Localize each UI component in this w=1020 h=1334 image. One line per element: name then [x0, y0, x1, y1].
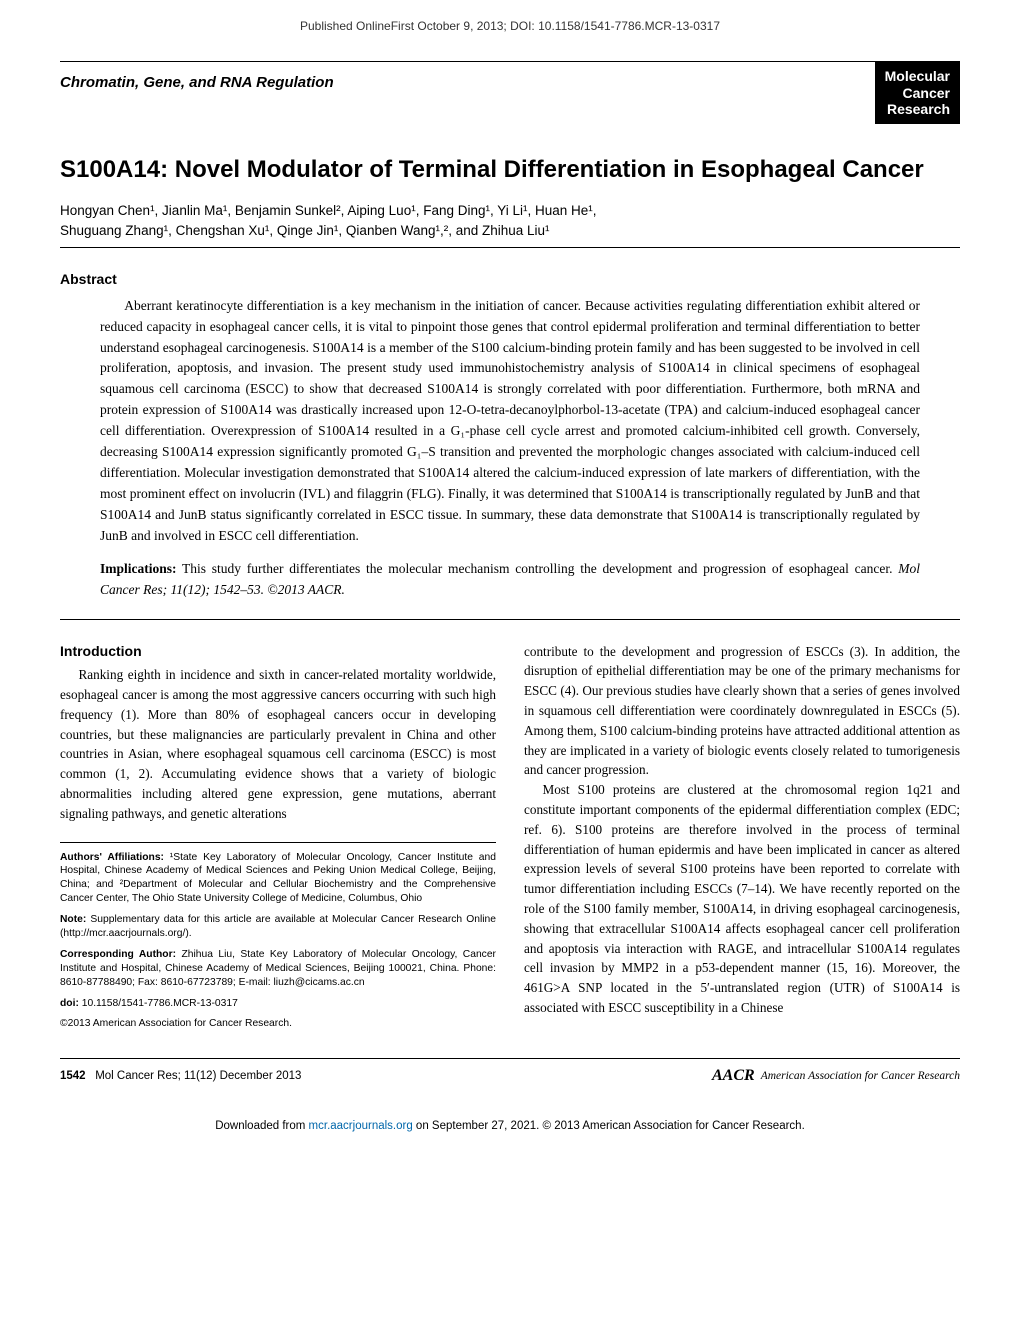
- note-text: Supplementary data for this article are …: [60, 914, 496, 939]
- copyright: ©2013 American Association for Cancer Re…: [60, 1017, 496, 1031]
- two-column-body: Introduction Ranking eighth in incidence…: [60, 642, 960, 1039]
- footer-right: AACR American Association for Cancer Res…: [712, 1065, 960, 1087]
- corresponding-author: Corresponding Author: Zhihua Liu, State …: [60, 948, 496, 990]
- doi-lead: doi:: [60, 998, 79, 1009]
- doi: doi: 10.1158/1541-7786.MCR-13-0317: [60, 997, 496, 1011]
- journal-line3: Research: [885, 101, 950, 118]
- article-title: S100A14: Novel Modulator of Terminal Dif…: [60, 154, 960, 186]
- footer-left: 1542 Mol Cancer Res; 11(12) December 201…: [60, 1068, 301, 1084]
- abstract-section: Abstract Aberrant keratinocyte different…: [60, 270, 960, 601]
- section-label: Chromatin, Gene, and RNA Regulation: [60, 66, 334, 93]
- download-post: on September 27, 2021. © 2013 American A…: [413, 1120, 805, 1132]
- title-block: S100A14: Novel Modulator of Terminal Dif…: [60, 154, 960, 248]
- authors-line1: Hongyan Chen¹, Jianlin Ma¹, Benjamin Sun…: [60, 201, 960, 221]
- implications-text: This study further differentiates the mo…: [177, 561, 899, 576]
- corr-lead: Corresponding Author:: [60, 949, 176, 960]
- page-content: Chromatin, Gene, and RNA Regulation Mole…: [0, 61, 1020, 1088]
- authors-line2: Shuguang Zhang¹, Chengshan Xu¹, Qinge Ji…: [60, 221, 960, 241]
- aacr-text: American Association for Cancer Research: [761, 1068, 960, 1084]
- affiliations-lead: Authors' Affiliations:: [60, 852, 164, 863]
- note: Note: Supplementary data for this articl…: [60, 913, 496, 941]
- introduction-heading: Introduction: [60, 642, 496, 662]
- right-column: contribute to the development and progre…: [524, 642, 960, 1039]
- intro-para1: Ranking eighth in incidence and sixth in…: [60, 665, 496, 823]
- authors: Hongyan Chen¹, Jianlin Ma¹, Benjamin Sun…: [60, 201, 960, 242]
- article-meta: Authors' Affiliations: ¹State Key Labora…: [60, 842, 496, 1032]
- section-bar: Chromatin, Gene, and RNA Regulation Mole…: [60, 61, 960, 124]
- col2-para2: Most S100 proteins are clustered at the …: [524, 780, 960, 1018]
- download-line: Downloaded from mcr.aacrjournals.org on …: [0, 1118, 1020, 1154]
- doi-text: 10.1158/1541-7786.MCR-13-0317: [79, 998, 238, 1009]
- affiliations: Authors' Affiliations: ¹State Key Labora…: [60, 851, 496, 907]
- download-pre: Downloaded from: [215, 1120, 308, 1132]
- publish-header: Published OnlineFirst October 9, 2013; D…: [0, 0, 1020, 43]
- divider: [60, 619, 960, 620]
- journal-line2: Cancer: [885, 85, 950, 102]
- issue-info: Mol Cancer Res; 11(12) December 2013: [95, 1070, 301, 1082]
- note-lead: Note:: [60, 914, 86, 925]
- left-column: Introduction Ranking eighth in incidence…: [60, 642, 496, 1039]
- aacr-logo-icon: AACR: [712, 1065, 755, 1087]
- implications: Implications: This study further differe…: [60, 559, 960, 601]
- page-number: 1542: [60, 1070, 86, 1082]
- abstract-heading: Abstract: [60, 270, 960, 290]
- download-link[interactable]: mcr.aacrjournals.org: [309, 1120, 413, 1132]
- implications-lead: Implications:: [100, 561, 177, 576]
- abstract-body: Aberrant keratinocyte differentiation is…: [60, 296, 960, 547]
- journal-badge: Molecular Cancer Research: [875, 62, 960, 124]
- col2-para1: contribute to the development and progre…: [524, 642, 960, 781]
- journal-line1: Molecular: [885, 68, 950, 85]
- page-footer: 1542 Mol Cancer Res; 11(12) December 201…: [60, 1058, 960, 1087]
